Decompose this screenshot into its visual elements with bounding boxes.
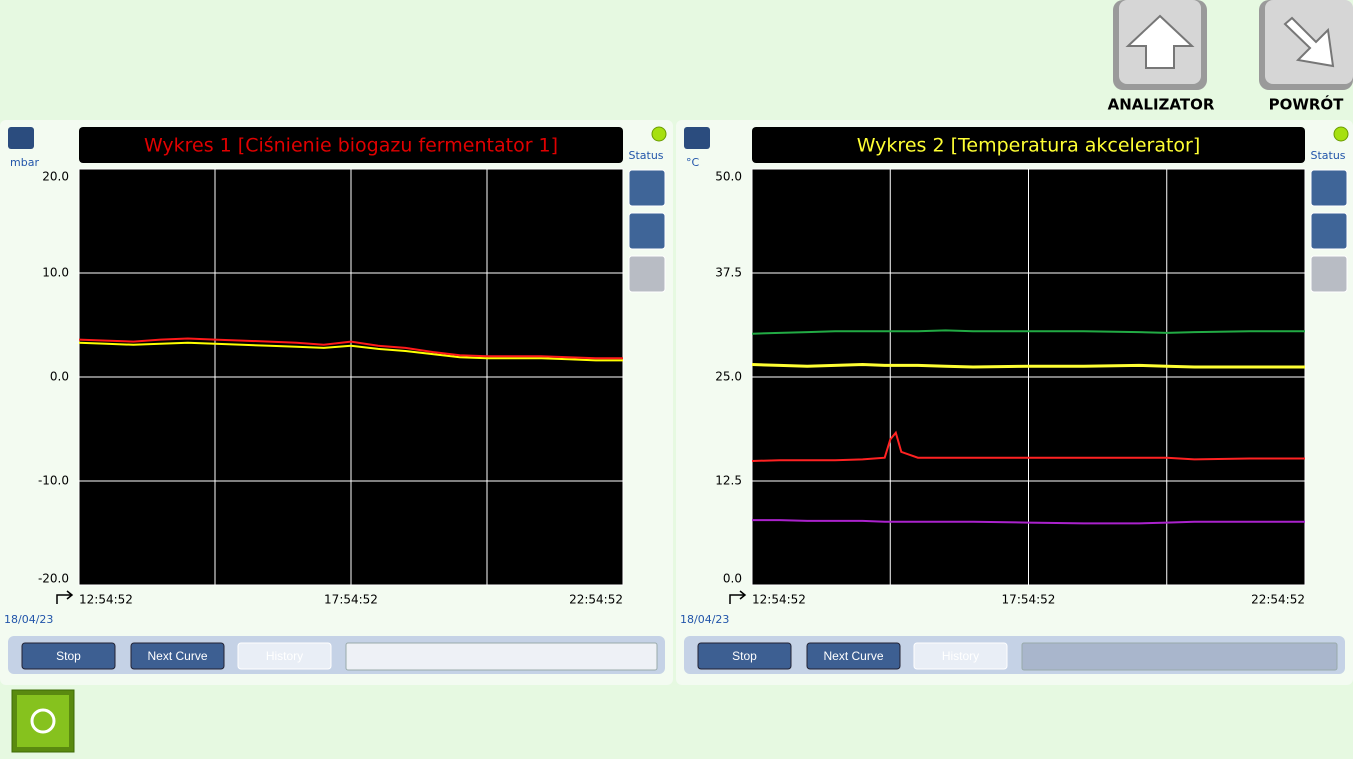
y-tick-label: -10.0 bbox=[38, 474, 69, 488]
y-tick-label: 0.0 bbox=[723, 572, 742, 586]
chart-title: Wykres 1 [Ciśnienie biogazu fermentator … bbox=[144, 135, 558, 157]
side-tool-button[interactable] bbox=[1310, 255, 1348, 293]
status-label: Status bbox=[628, 149, 663, 162]
control-label[interactable]: Stop bbox=[56, 649, 81, 663]
side-tool-button[interactable] bbox=[1310, 212, 1348, 250]
date-label: 18/04/23 bbox=[4, 613, 53, 626]
control-button[interactable] bbox=[130, 642, 225, 670]
control-button[interactable] bbox=[806, 642, 901, 670]
x-tick-label: 22:54:52 bbox=[569, 593, 623, 607]
control-button[interactable] bbox=[697, 642, 792, 670]
fullscreen-icon[interactable] bbox=[684, 127, 710, 149]
control-button bbox=[237, 642, 332, 670]
control-label: History bbox=[266, 649, 303, 663]
x-tick-label: 12:54:52 bbox=[79, 593, 133, 607]
title-bar bbox=[752, 127, 1305, 163]
control-label[interactable]: Next Curve bbox=[147, 649, 207, 663]
y-tick-label: 25.0 bbox=[715, 370, 742, 384]
series-line bbox=[751, 430, 1305, 462]
series-line bbox=[751, 329, 1305, 335]
x-tick-label: 12:54:52 bbox=[752, 593, 806, 607]
chart-title: Wykres 2 [Temperatura akcelerator] bbox=[857, 135, 1201, 157]
y-tick-label: 0.0 bbox=[50, 370, 69, 384]
unit-label: mbar bbox=[10, 156, 39, 169]
status-led bbox=[651, 126, 667, 142]
y-tick-label: 12.5 bbox=[715, 474, 742, 488]
control-button[interactable] bbox=[21, 642, 116, 670]
x-tick-label: 22:54:52 bbox=[1251, 593, 1305, 607]
back-arrow bbox=[1283, 16, 1335, 68]
date-label: 18/04/23 bbox=[680, 613, 729, 626]
side-tool-button[interactable] bbox=[628, 169, 666, 207]
y-tick-label: 10.0 bbox=[42, 266, 69, 280]
side-tool-button[interactable] bbox=[628, 255, 666, 293]
control-label[interactable]: Next Curve bbox=[823, 649, 883, 663]
series-line bbox=[78, 337, 623, 360]
analizator-label[interactable]: ANALIZATOR bbox=[1108, 96, 1215, 114]
alarm-button-face[interactable] bbox=[17, 695, 69, 747]
x-tick-label: 17:54:52 bbox=[1002, 593, 1056, 607]
y-tick-label: 37.5 bbox=[715, 266, 742, 280]
history-slider[interactable] bbox=[1021, 642, 1338, 671]
time-arrow bbox=[56, 590, 74, 604]
side-tool-button[interactable] bbox=[1310, 169, 1348, 207]
y-tick-label: -20.0 bbox=[38, 572, 69, 586]
fullscreen-icon[interactable] bbox=[8, 127, 34, 149]
control-label: History bbox=[942, 649, 979, 663]
history-slider[interactable] bbox=[345, 642, 658, 671]
back-label[interactable]: POWRÓT bbox=[1269, 95, 1345, 114]
title-bar bbox=[79, 127, 623, 163]
x-tick-label: 17:54:52 bbox=[324, 593, 378, 607]
series-line bbox=[78, 341, 623, 362]
series-line bbox=[751, 362, 1305, 369]
control-button bbox=[913, 642, 1008, 670]
time-arrow bbox=[729, 590, 747, 604]
y-tick-label: 50.0 bbox=[715, 170, 742, 184]
alarm-icon bbox=[30, 708, 56, 734]
series-line bbox=[752, 519, 1305, 525]
unit-label: °C bbox=[686, 156, 700, 169]
y-tick-label: 20.0 bbox=[42, 170, 69, 184]
status-label: Status bbox=[1310, 149, 1345, 162]
up-arrow bbox=[1125, 14, 1195, 69]
status-led bbox=[1333, 126, 1349, 142]
control-label[interactable]: Stop bbox=[732, 649, 757, 663]
side-tool-button[interactable] bbox=[628, 212, 666, 250]
